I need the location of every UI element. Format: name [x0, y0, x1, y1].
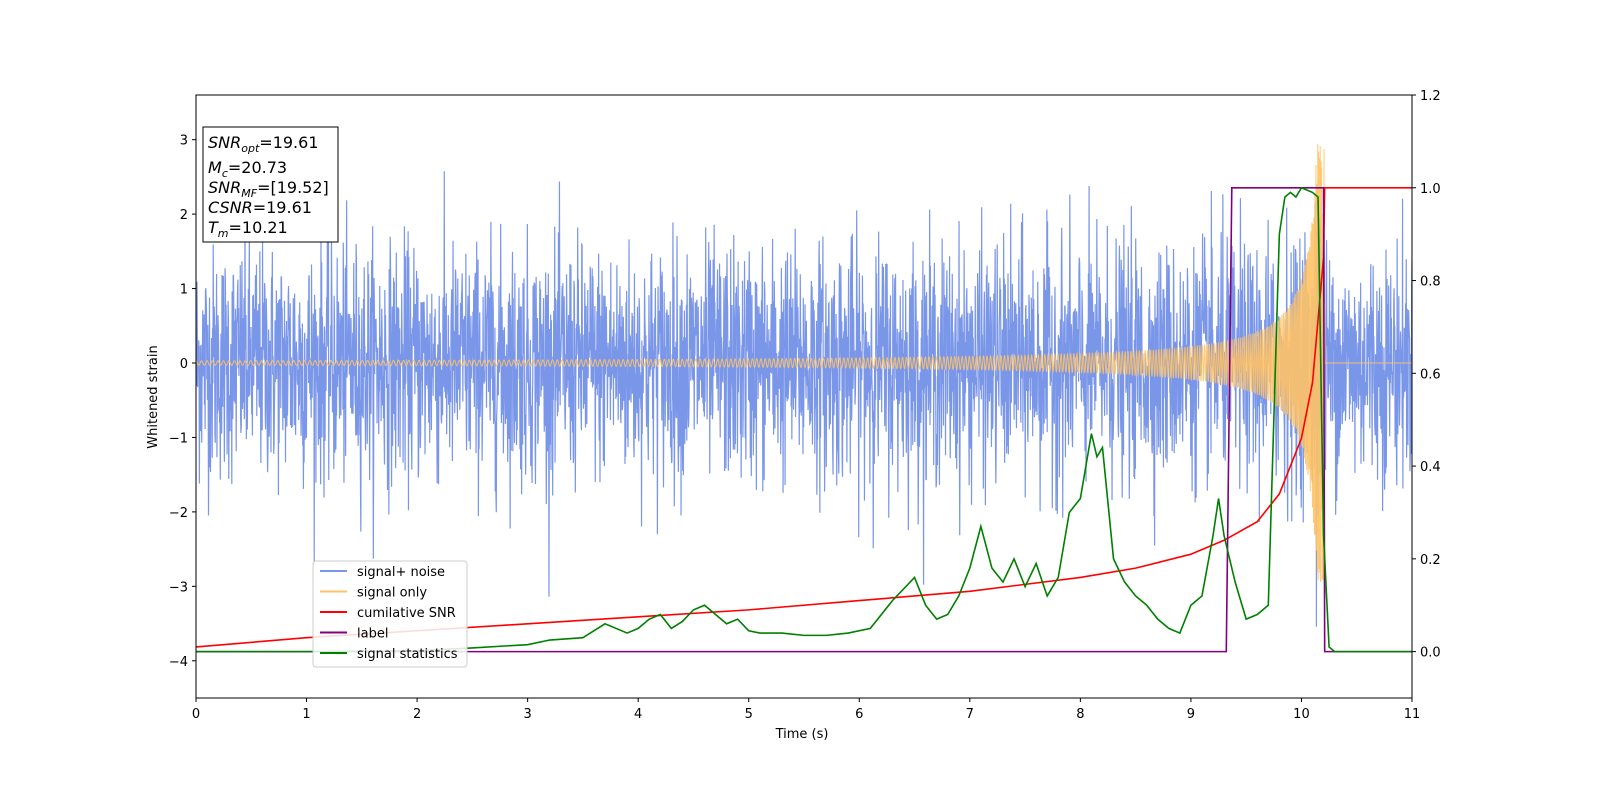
legend-cumulative-snr-text: cumilative SNR [357, 606, 456, 621]
series-signal-statistics [196, 186, 1412, 653]
snr-opt-value: =19.61 [259, 133, 318, 152]
y-right-tick-label: 0.8 [1420, 275, 1441, 290]
y-left-tick-label: 3 [180, 134, 188, 149]
mc-value: =20.73 [228, 158, 287, 177]
csnr-value: =19.61 [253, 198, 312, 217]
y-left-tick-label: −4 [169, 655, 188, 670]
y-left-tick-label: 1 [180, 283, 188, 298]
snr-opt-sub: opt [241, 142, 260, 155]
legend-signal-statistics-text: signal statistics [357, 647, 458, 662]
mc-name: M [208, 158, 222, 177]
snr-mf-value: =[19.52] [257, 178, 329, 197]
x-tick-label: 0 [192, 707, 200, 722]
legend-signal-noise-text: signal+ noise [357, 565, 445, 580]
y-left-tick-label: 0 [180, 357, 188, 372]
x-tick-label: 11 [1404, 707, 1421, 722]
svg-text:SNRopt=19.61: SNRopt=19.61 [208, 133, 319, 155]
y-left-tick-label: −1 [169, 431, 188, 446]
snr-mf-sub: MF [241, 187, 257, 200]
x-tick-label: 5 [745, 707, 753, 722]
legend-label-text: label [357, 627, 388, 642]
y-right-tick-label: 1.2 [1420, 89, 1441, 104]
x-tick-label: 10 [1293, 707, 1310, 722]
x-tick-label: 1 [302, 707, 310, 722]
info-box: SNRopt=19.61 Mc=20.73 SNRMF=[19.52] CSNR… [202, 126, 339, 243]
x-tick-label: 8 [1076, 707, 1084, 722]
y-right-tick-label: 0.2 [1420, 553, 1441, 568]
series-signal-only [196, 143, 1412, 583]
legend: signal+ noise signal only cumilative SNR la… [312, 560, 468, 668]
y-right-tick-label: 0.0 [1420, 646, 1441, 661]
series-cumulative-snr [196, 186, 1412, 648]
csnr-name: CSNR [208, 198, 253, 217]
x-tick-label: 4 [634, 707, 642, 722]
tm-name: T [208, 218, 219, 237]
y-left-tick-label: −3 [169, 580, 188, 595]
legend-signal-only-text: signal only [357, 586, 427, 601]
snr-opt-name: SNR [208, 133, 241, 152]
tm-sub: m [218, 227, 229, 240]
x-tick-label: 2 [413, 707, 421, 722]
tm-value: =10.21 [229, 218, 288, 237]
x-tick-label: 6 [855, 707, 863, 722]
series-signal-noise [196, 171, 1412, 627]
y-left-tick-label: 2 [180, 208, 188, 223]
x-tick-label: 9 [1187, 707, 1195, 722]
svg-text:Tm=10.21: Tm=10.21 [208, 218, 288, 240]
y-left-tick-label: −2 [169, 506, 188, 521]
y-right-tick-label: 1.0 [1420, 182, 1441, 197]
svg-text:SNRMF=[19.52]: SNRMF=[19.52] [208, 178, 329, 200]
x-axis-label: Time (s) [775, 727, 829, 742]
x-tick-label: 3 [523, 707, 531, 722]
x-tick-label: 7 [966, 707, 974, 722]
plot-frame [195, 94, 1413, 699]
snr-mf-name: SNR [208, 178, 241, 197]
mc-sub: c [222, 167, 228, 180]
svg-text:Mc=20.73: Mc=20.73 [208, 158, 287, 180]
y-axis-label: Whitened strain [146, 345, 161, 448]
y-right-tick-label: 0.6 [1420, 367, 1441, 382]
y-right-tick-label: 0.4 [1420, 460, 1441, 475]
svg-text:CSNR=19.61: CSNR=19.61 [208, 198, 312, 217]
